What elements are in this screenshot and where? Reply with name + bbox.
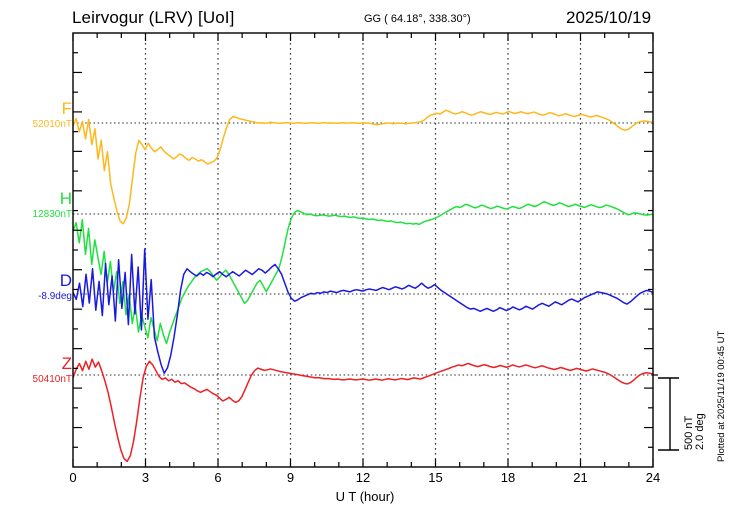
trace-h	[73, 201, 653, 345]
plot-frame	[72, 32, 654, 468]
grid-layer	[144, 33, 582, 467]
observation-date: 2025/10/19	[566, 8, 652, 27]
component-letter-h: H	[59, 189, 72, 208]
component-value-d: -8.9deg	[38, 291, 72, 302]
component-label-f: F 52010nT	[33, 100, 72, 130]
trace-f	[73, 109, 653, 225]
component-label-d: D -8.9deg	[38, 272, 72, 302]
xtick-label: 12	[355, 470, 371, 485]
xtick-label: 21	[573, 470, 588, 485]
xtick-label: 6	[214, 470, 222, 485]
component-letter-z: Z	[61, 354, 72, 373]
component-label-z: Z 50410nT	[33, 355, 72, 385]
trace-z	[73, 358, 653, 463]
trace-d	[73, 248, 653, 374]
component-value-z: 50410nT	[32, 374, 72, 385]
component-letter-f: F	[61, 99, 72, 118]
geographic-coordinates: GG ( 64.18°, 338.30°)	[364, 13, 471, 25]
component-value-f: 52010nT	[32, 119, 72, 130]
scale-bar-label: 500 nT 2.0 deg	[683, 413, 707, 450]
scale-bar-deg: 2.0 deg	[694, 413, 707, 450]
station-title: Leirvogur (LRV) [UoI]	[72, 8, 235, 27]
xtick-label: 18	[500, 470, 516, 485]
component-label-h: H 12830nT	[33, 190, 72, 220]
component-letter-d: D	[59, 271, 72, 290]
component-value-h: 12830nT	[32, 209, 72, 220]
xaxis-title: U T (hour)	[335, 489, 395, 504]
xtick-label: 0	[69, 470, 77, 485]
trace-layer	[73, 109, 653, 463]
xtick-label: 15	[428, 470, 443, 485]
plotted-timestamp: Plotted at 2025/11/19 00:45 UT	[716, 330, 727, 462]
xtick-label: 3	[141, 470, 150, 485]
xtick-label: 9	[286, 470, 295, 485]
xtick-label: 24	[645, 470, 661, 485]
scale-bar	[653, 374, 679, 451]
